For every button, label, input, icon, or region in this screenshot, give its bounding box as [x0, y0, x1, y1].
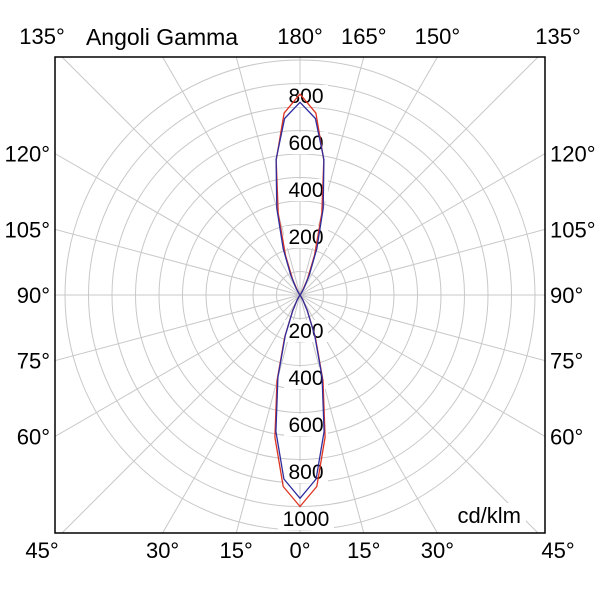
radial-label-background: [284, 414, 328, 436]
gamma-angle-label: 45°: [25, 538, 58, 563]
grid-ray: [299, 294, 365, 533]
radial-label-background: [284, 85, 328, 107]
grid-ray: [299, 57, 438, 296]
grid-ray: [299, 152, 545, 296]
gamma-angle-label: 15°: [347, 538, 380, 563]
unit-label-background: [442, 503, 526, 529]
grid-ray: [235, 294, 301, 533]
radial-tick-label: 600: [288, 414, 323, 437]
radial-label-background: [284, 179, 328, 201]
gamma-angle-label: 45°: [541, 538, 574, 563]
intensity-curves: [274, 93, 326, 508]
gamma-angle-label: 120°: [550, 142, 596, 167]
gamma-angle-label: 150°: [415, 24, 461, 49]
radial-tick-label: 400: [288, 367, 323, 390]
radial-label-background: [284, 367, 328, 389]
grid-ray: [61, 294, 301, 533]
grid-ray: [55, 228, 301, 296]
gamma-angle-label: 135°: [535, 24, 581, 49]
grid-ray: [235, 57, 301, 296]
gamma-angle-label: 15°: [220, 538, 253, 563]
radial-label-background: [284, 132, 328, 154]
blue-curve-path: [275, 101, 325, 499]
radial-tick-label: 1000: [283, 508, 330, 531]
gamma-angle-label: 90°: [17, 283, 50, 308]
gamma-angle-label: 75°: [550, 349, 583, 374]
grid-ray: [55, 294, 301, 362]
grid-ray: [61, 57, 301, 296]
radial-tick-label: 800: [288, 85, 323, 108]
gamma-angle-label: 60°: [17, 425, 50, 450]
grid-ray: [299, 57, 539, 296]
grid-ray: [299, 294, 438, 533]
grid-ray: [55, 152, 301, 296]
gamma-angle-label: 75°: [17, 349, 50, 374]
grid-ray: [299, 294, 545, 438]
grid-ray: [299, 228, 545, 296]
gamma-angle-label: 60°: [550, 425, 583, 450]
radial-value-labels: 200 400 600 800 200 400 600 800 1000: [278, 85, 334, 531]
gamma-angle-label: 30°: [146, 538, 179, 563]
gamma-angle-label: 120°: [4, 142, 50, 167]
gamma-angle-label: 90°: [550, 283, 583, 308]
grid-ray: [162, 57, 301, 296]
gamma-angle-label: 165°: [341, 24, 387, 49]
radial-label-background: [284, 320, 328, 342]
radial-label-background: [278, 508, 334, 530]
gamma-angle-label: 135°: [19, 24, 65, 49]
radial-tick-label: 200: [288, 226, 323, 249]
chart-title: Angoli Gamma: [86, 24, 238, 50]
gamma-angle-label: 30°: [421, 538, 454, 563]
gamma-angle-labels: 135° 180° 165° 150° 135° 120° 105° 90° 75° 60° 120…: [4, 24, 595, 563]
radial-tick-label: 400: [288, 179, 323, 202]
gamma-angle-label: 105°: [550, 217, 596, 242]
grid-ray: [55, 294, 301, 438]
gamma-angle-label: 0°: [289, 538, 310, 563]
grid-ray: [162, 294, 301, 533]
grid-ray: [299, 294, 545, 362]
radial-tick-label: 800: [288, 461, 323, 484]
plot-border: [54, 56, 546, 534]
unit-label: cd/klm: [457, 503, 521, 528]
radial-tick-label: 200: [288, 320, 323, 343]
radial-tick-label: 600: [288, 132, 323, 155]
gamma-angle-label: 105°: [4, 217, 50, 242]
gamma-angle-label: 180°: [277, 24, 323, 49]
